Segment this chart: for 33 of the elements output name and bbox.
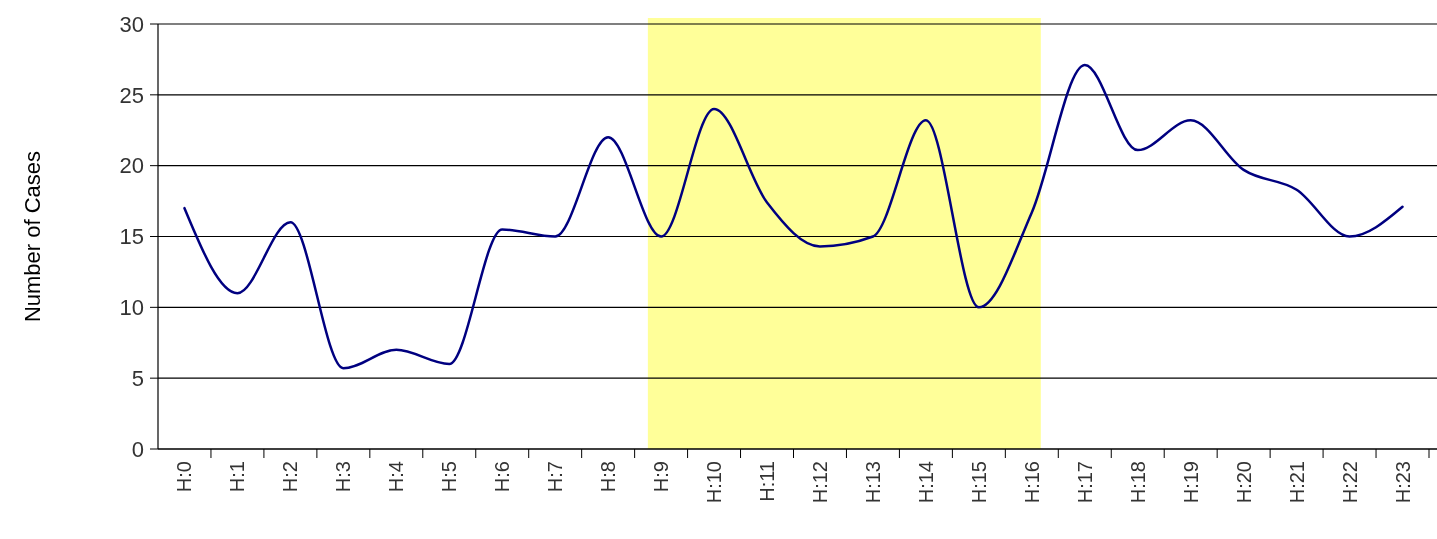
x-tick-label: H:21 (1285, 461, 1308, 504)
x-tick-label: H:0 (173, 461, 196, 493)
x-tick-label: H:12 (808, 461, 831, 504)
x-tick-label: H:17 (1073, 461, 1096, 504)
x-tick-label: H:1 (226, 461, 249, 493)
x-tick-label: H:18 (1126, 461, 1149, 504)
x-tick-label: H:19 (1179, 461, 1202, 504)
line-series (183, 63, 1404, 370)
y-tick-label: 10 (119, 295, 144, 321)
y-tick-label: 15 (119, 224, 144, 250)
x-tick-label: H:13 (861, 461, 884, 504)
x-tick-label: H:20 (1232, 461, 1255, 504)
y-tick-label: 20 (119, 153, 144, 179)
x-tick-label: H:15 (967, 461, 990, 504)
y-axis-title: Number of Cases (20, 150, 45, 323)
x-tick-label: H:23 (1391, 461, 1414, 504)
x-tick-label: H:4 (385, 461, 408, 493)
x-tick-label: H:8 (597, 461, 620, 493)
x-tick-label: H:10 (703, 461, 726, 504)
y-tick-label: 25 (119, 82, 144, 108)
y-tick-label: 30 (119, 11, 144, 37)
x-tick-label: H:2 (279, 461, 302, 493)
x-tick-label: H:6 (491, 461, 514, 493)
x-tick-label: H:3 (332, 461, 355, 493)
x-tick-label: H:14 (914, 461, 937, 504)
x-tick-label: H:16 (1020, 461, 1043, 504)
x-tick-label: H:7 (544, 461, 567, 493)
x-tick-label: H:22 (1338, 461, 1361, 504)
y-tick-label: 5 (131, 365, 144, 391)
x-tick-label: H:11 (756, 461, 779, 502)
x-tick-label: H:9 (650, 461, 673, 493)
y-tick-label: 0 (131, 436, 144, 462)
x-tick-label: H:5 (438, 461, 461, 493)
